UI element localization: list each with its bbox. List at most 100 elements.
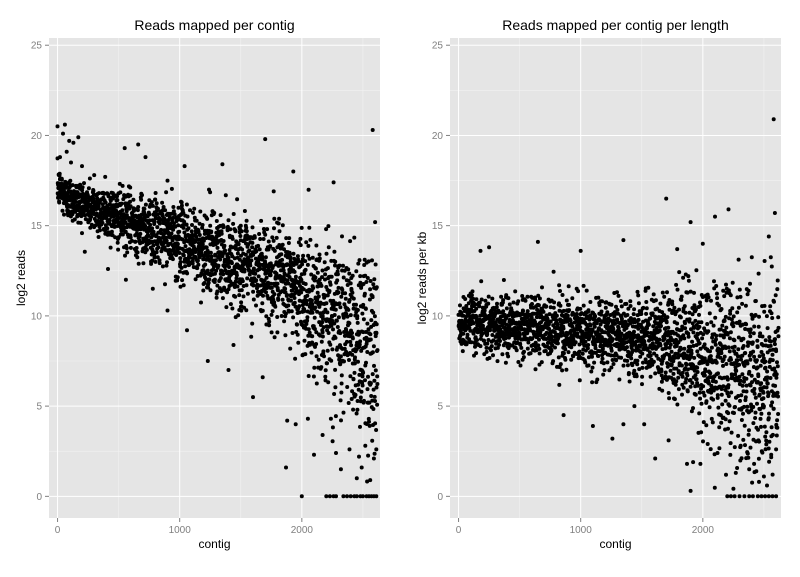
data-point	[312, 315, 317, 320]
data-point	[331, 327, 335, 332]
data-point	[491, 338, 496, 343]
data-point	[311, 374, 316, 379]
data-point	[280, 257, 285, 262]
data-point	[297, 310, 302, 315]
data-point	[695, 332, 700, 337]
data-point	[760, 334, 765, 339]
y-axis-title: log2 reads	[14, 250, 28, 306]
data-point	[339, 373, 344, 378]
data-point	[374, 494, 379, 499]
data-point	[683, 326, 688, 331]
data-point	[351, 407, 356, 412]
data-point	[721, 288, 726, 293]
data-point	[768, 304, 773, 309]
data-point	[370, 258, 374, 263]
data-point	[713, 315, 718, 320]
data-point	[674, 282, 679, 287]
data-point	[485, 332, 490, 337]
data-point	[353, 392, 358, 397]
data-point	[713, 379, 718, 384]
data-point	[759, 494, 764, 499]
data-point	[322, 354, 326, 359]
data-point	[609, 353, 613, 358]
data-point	[311, 286, 316, 290]
data-point	[245, 291, 250, 296]
data-point	[322, 260, 327, 265]
data-point	[695, 365, 700, 370]
data-point	[177, 251, 182, 255]
data-point	[196, 262, 201, 267]
data-point	[552, 300, 557, 305]
data-point	[342, 346, 347, 351]
data-point	[303, 259, 308, 264]
data-point	[762, 303, 767, 308]
data-point	[728, 311, 733, 316]
data-point	[185, 214, 190, 219]
data-point	[310, 334, 315, 339]
data-point	[293, 274, 298, 279]
data-point	[80, 231, 84, 236]
data-point	[763, 359, 768, 364]
data-point	[366, 327, 371, 332]
data-point	[761, 353, 766, 357]
data-point	[371, 456, 376, 461]
data-point	[775, 425, 780, 430]
data-point	[228, 302, 233, 307]
data-point	[214, 219, 219, 223]
data-point	[281, 268, 286, 273]
data-point	[118, 190, 123, 195]
data-point	[672, 305, 677, 310]
data-point	[702, 393, 707, 398]
data-point	[651, 359, 656, 364]
data-point	[643, 357, 648, 362]
data-point	[704, 423, 709, 428]
data-point	[114, 208, 119, 213]
data-point	[691, 363, 696, 368]
data-point	[752, 324, 757, 329]
data-point	[772, 211, 777, 215]
data-point	[312, 327, 317, 331]
data-point	[115, 240, 120, 245]
data-point	[681, 333, 686, 338]
data-point	[122, 146, 127, 151]
data-point	[625, 313, 630, 317]
data-point	[171, 215, 176, 220]
data-point	[213, 271, 217, 276]
data-point	[719, 420, 724, 425]
data-point	[592, 324, 597, 329]
data-point	[589, 369, 594, 374]
data-point	[184, 202, 189, 207]
data-point	[600, 356, 605, 361]
data-point	[486, 301, 491, 306]
data-point	[351, 296, 356, 301]
data-point	[681, 275, 686, 280]
data-point	[726, 426, 730, 431]
data-point	[268, 273, 273, 278]
data-point	[291, 315, 296, 320]
data-point	[264, 275, 269, 280]
data-point	[305, 416, 310, 421]
data-point	[369, 318, 374, 323]
data-point	[350, 290, 355, 295]
data-point	[669, 362, 674, 367]
data-point	[717, 303, 721, 308]
plot-background	[450, 38, 781, 518]
data-point	[663, 370, 668, 375]
data-point	[201, 238, 206, 243]
data-point	[288, 346, 293, 351]
data-point	[686, 331, 691, 336]
data-point	[134, 246, 139, 250]
data-point	[675, 247, 680, 252]
data-point	[295, 254, 300, 259]
data-point	[626, 371, 631, 375]
data-point	[460, 349, 465, 354]
data-point	[264, 290, 268, 295]
data-point	[539, 360, 544, 365]
data-point	[375, 374, 380, 379]
data-point	[571, 354, 576, 359]
data-point	[65, 195, 69, 200]
data-point	[753, 395, 758, 400]
data-point	[732, 344, 737, 349]
data-point	[665, 290, 669, 295]
data-point	[92, 173, 97, 178]
